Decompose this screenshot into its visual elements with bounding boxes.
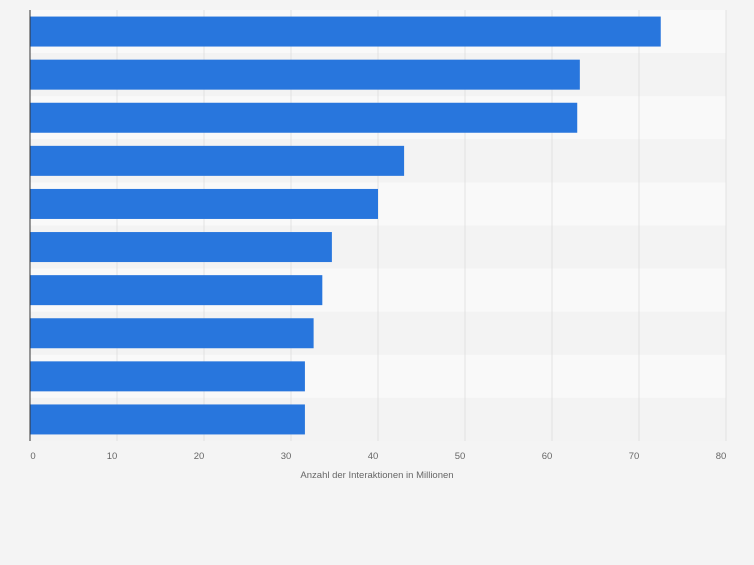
x-tick-label: 80 (716, 451, 727, 462)
bar (30, 59, 580, 90)
x-tick-label: 60 (542, 451, 553, 462)
x-tick-label: 40 (368, 451, 379, 462)
x-axis-label: Anzahl der Interaktionen in Millionen (300, 470, 453, 481)
x-tick-label: 70 (629, 451, 640, 462)
bar (30, 102, 578, 133)
bar (30, 188, 378, 219)
x-tick-label: 0 (30, 451, 35, 462)
x-tick-label: 30 (281, 451, 292, 462)
bar (30, 404, 305, 435)
x-tick-label: 20 (194, 451, 205, 462)
bar (30, 318, 314, 349)
bars (30, 16, 661, 435)
x-axis-ticks: 0 10 20 30 40 50 60 70 80 (30, 451, 726, 462)
bar (30, 232, 332, 263)
x-tick-label: 50 (455, 451, 466, 462)
x-tick-label: 10 (107, 451, 118, 462)
bar (30, 361, 305, 392)
bar (30, 16, 661, 47)
bar (30, 275, 323, 306)
bar (30, 145, 405, 176)
